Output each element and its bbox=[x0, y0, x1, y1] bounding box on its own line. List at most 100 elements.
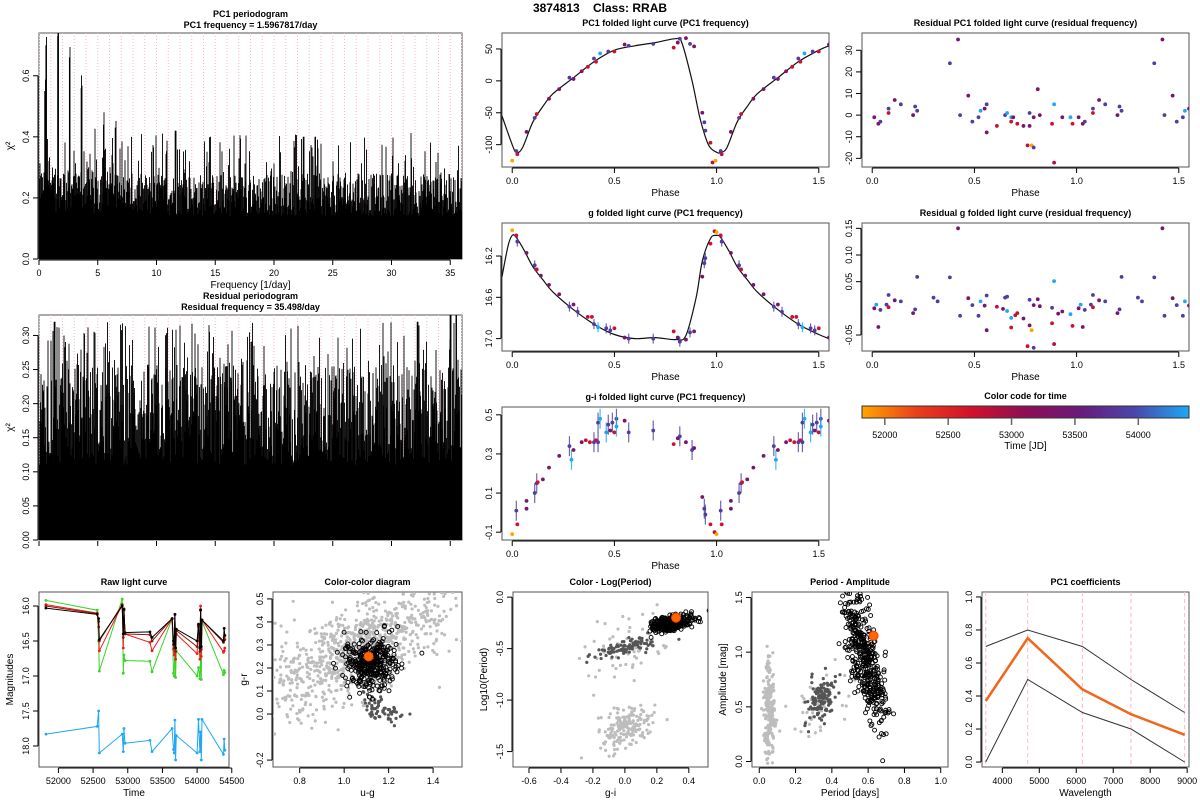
rrab-point bbox=[852, 674, 858, 680]
background-point bbox=[622, 723, 626, 727]
x-axis-label: Time bbox=[123, 788, 145, 799]
background-point bbox=[413, 546, 416, 549]
data-point bbox=[982, 106, 987, 111]
background-point bbox=[369, 618, 374, 622]
series-point-z bbox=[123, 631, 127, 634]
background-point bbox=[771, 750, 775, 754]
data-point bbox=[1189, 294, 1193, 298]
background-point bbox=[395, 631, 399, 636]
rrab-point bbox=[849, 668, 854, 674]
data-point bbox=[994, 304, 999, 309]
x-tick-label: 0.0 bbox=[866, 360, 879, 370]
background-point bbox=[615, 747, 619, 751]
rrab-point bbox=[334, 649, 340, 655]
rrab-point bbox=[846, 637, 852, 642]
background-point bbox=[314, 695, 318, 699]
data-point bbox=[719, 522, 724, 527]
secondary-point bbox=[388, 717, 392, 721]
data-point bbox=[1117, 104, 1122, 109]
data-point bbox=[898, 102, 903, 107]
background-point bbox=[768, 654, 772, 658]
background-point bbox=[329, 655, 333, 659]
background-point bbox=[451, 584, 454, 587]
background-point bbox=[424, 618, 428, 622]
background-point bbox=[336, 628, 340, 632]
background-point bbox=[436, 604, 440, 608]
data-point bbox=[1037, 113, 1042, 118]
rrab-point bbox=[360, 638, 365, 644]
background-point bbox=[371, 621, 375, 625]
y-tick-label: 0.30 bbox=[21, 327, 31, 345]
data-point bbox=[898, 299, 903, 304]
data-point bbox=[514, 233, 519, 238]
rrab-point bbox=[383, 650, 389, 655]
y-tick-label: 0.0 bbox=[734, 755, 744, 768]
data-point bbox=[1160, 226, 1165, 231]
plot-frame bbox=[512, 591, 709, 768]
background-point bbox=[603, 748, 608, 753]
data-point bbox=[911, 113, 915, 118]
background-point bbox=[278, 665, 283, 669]
data-point bbox=[1091, 106, 1095, 111]
y-tick-label: 30 bbox=[844, 45, 854, 55]
background-point bbox=[765, 692, 769, 697]
background-point bbox=[641, 612, 645, 616]
data-point bbox=[557, 453, 562, 458]
background-point bbox=[422, 645, 426, 650]
background-point bbox=[766, 704, 770, 709]
background-point bbox=[412, 592, 416, 596]
background-point bbox=[442, 633, 447, 637]
rrab-point bbox=[651, 621, 657, 627]
rrab-point bbox=[352, 657, 358, 663]
background-point bbox=[793, 727, 797, 731]
rrab-point bbox=[357, 652, 363, 658]
data-point bbox=[719, 152, 724, 157]
background-point bbox=[324, 697, 328, 702]
background-point bbox=[448, 560, 451, 563]
plot-area bbox=[510, 408, 829, 537]
background-point bbox=[606, 727, 611, 731]
page-title: 3874813 Class: RRAB bbox=[532, 1, 668, 15]
background-point bbox=[297, 654, 301, 658]
background-point bbox=[428, 625, 432, 629]
rrab-point bbox=[395, 663, 401, 668]
rrab-point bbox=[875, 666, 880, 672]
background-point bbox=[766, 726, 770, 730]
plot-frame bbox=[501, 32, 830, 168]
data-point bbox=[510, 158, 515, 163]
background-point bbox=[255, 725, 258, 728]
background-point bbox=[424, 605, 428, 610]
secondary-point bbox=[372, 707, 376, 711]
series-point-g bbox=[174, 676, 178, 679]
background-point bbox=[365, 612, 369, 616]
y-tick-label: 0.8 bbox=[964, 624, 974, 637]
background-point bbox=[342, 701, 346, 706]
background-point bbox=[424, 609, 428, 613]
series-point-z bbox=[150, 636, 154, 639]
rrab-point bbox=[380, 644, 386, 650]
data-point bbox=[592, 56, 596, 61]
background-point bbox=[423, 632, 427, 636]
y-tick-label: 0 bbox=[844, 113, 854, 118]
background-point bbox=[639, 712, 643, 717]
series-point-z bbox=[97, 617, 101, 620]
series-point-z bbox=[95, 613, 99, 616]
background-point bbox=[387, 636, 391, 640]
background-point bbox=[322, 655, 326, 659]
background-point bbox=[405, 626, 409, 630]
background-point bbox=[628, 625, 632, 630]
rrab-point bbox=[386, 656, 391, 662]
rrab-point bbox=[868, 669, 873, 675]
data-point bbox=[567, 444, 572, 449]
background-point bbox=[651, 721, 655, 725]
background-point bbox=[442, 594, 446, 598]
data-point bbox=[703, 512, 708, 517]
rrab-point bbox=[684, 621, 690, 627]
data-point bbox=[608, 328, 613, 333]
x-tick-label: 1.0 bbox=[934, 776, 947, 786]
rrab-point bbox=[688, 612, 693, 618]
secondary-point bbox=[376, 709, 380, 713]
data-point bbox=[773, 457, 778, 462]
rrab-point bbox=[345, 641, 351, 647]
rrab-point bbox=[342, 675, 348, 681]
